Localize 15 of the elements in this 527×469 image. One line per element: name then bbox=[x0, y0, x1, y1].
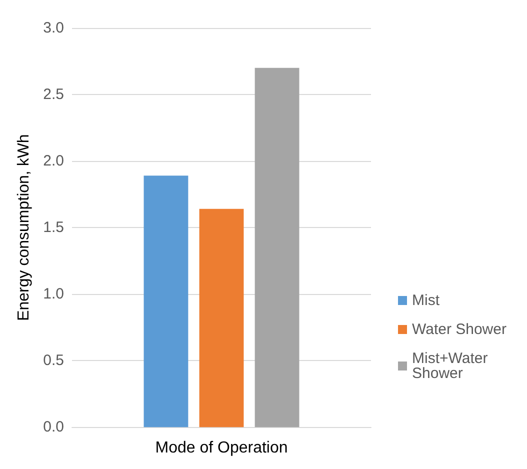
legend-label: Mist+Water Shower bbox=[412, 350, 492, 382]
y-tick-label: 1.5 bbox=[43, 219, 64, 236]
bar bbox=[144, 176, 188, 428]
y-tick-label: 2.5 bbox=[43, 86, 64, 104]
y-tick-label: 3.0 bbox=[43, 20, 64, 36]
y-tick-label: 0.0 bbox=[43, 418, 64, 436]
x-axis-title: Mode of Operation bbox=[155, 440, 288, 456]
y-tick-label: 2.0 bbox=[43, 152, 64, 170]
bar bbox=[199, 208, 244, 428]
bar bbox=[254, 68, 300, 428]
legend-label: Water Shower bbox=[412, 321, 506, 338]
y-axis-title: Energy consumption, kWh bbox=[16, 134, 32, 321]
y-tick-label: 1.0 bbox=[43, 286, 64, 303]
y-tick-label: 0.5 bbox=[43, 352, 64, 370]
legend-label: Mist bbox=[412, 292, 440, 309]
